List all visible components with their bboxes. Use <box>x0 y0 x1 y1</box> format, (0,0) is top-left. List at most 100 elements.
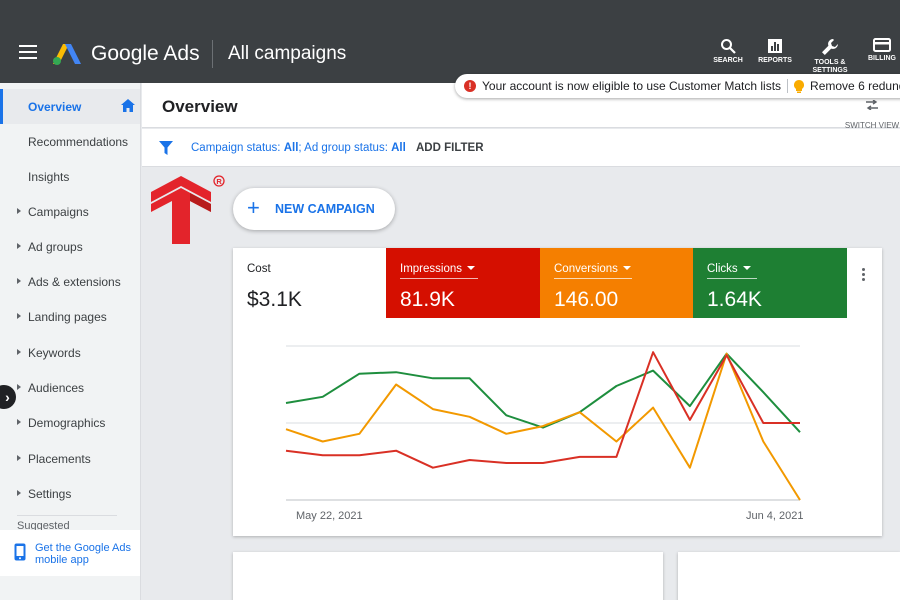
wrench-icon <box>822 39 838 55</box>
metric-cost[interactable]: Cost $3.1K <box>233 248 387 318</box>
expand-arrow-icon <box>17 208 21 214</box>
sidebar-item-label: Recommendations <box>28 134 129 149</box>
sidebar-item-label: Placements <box>28 451 91 466</box>
expand-arrow-icon <box>17 313 21 319</box>
switch-view-label: SWITCH VIEW <box>844 121 900 130</box>
svg-text:R: R <box>216 177 222 186</box>
sidebar-item-label: Landing pages <box>28 309 107 324</box>
google-ads-logo <box>53 44 81 65</box>
campaign-status-value: All <box>283 142 299 154</box>
notification-message: Your account is now eligible to use Cust… <box>482 79 782 93</box>
reports-button[interactable]: REPORTS <box>755 38 795 65</box>
sidebar-item-label: Settings <box>28 486 72 501</box>
sidebar-item-label: Keywords <box>28 345 81 360</box>
sidebar-item-audiences[interactable]: Audiences <box>0 370 140 405</box>
suggested-heading: Suggested <box>17 520 70 532</box>
x-axis-end-label: Jun 4, 2021 <box>746 510 804 522</box>
line-chart <box>285 345 801 501</box>
sidebar-item-insights[interactable]: Insights <box>0 159 140 194</box>
sidebar-item-keywords[interactable]: Keywords <box>0 335 140 370</box>
dropdown-caret-icon <box>742 266 751 270</box>
sidebar-item-label: Audiences <box>28 380 85 395</box>
metric-value: 81.9K <box>400 288 455 311</box>
lightbulb-icon <box>794 79 805 93</box>
app-promo-text: Get the Google Ads mobile app <box>35 542 132 566</box>
metric-value: 1.64K <box>707 288 762 311</box>
series-line-impressions <box>285 351 800 469</box>
home-icon <box>121 99 135 112</box>
sidebar-nav: Overview Recommendations Insights Campai… <box>0 83 141 600</box>
reports-icon <box>768 39 782 53</box>
sidebar-item-settings[interactable]: Settings <box>0 476 140 511</box>
filter-icon[interactable] <box>159 141 173 155</box>
metric-name: Conversions <box>554 263 631 275</box>
page-heading: All campaigns <box>228 43 347 64</box>
notification-secondary: Remove 6 redundant <box>810 79 900 93</box>
chevron-right-icon: › <box>5 389 10 405</box>
series-line-conversions <box>285 352 801 501</box>
sidebar-item-ads-extensions[interactable]: Ads & extensions <box>0 264 140 299</box>
series-line-clicks <box>285 352 801 433</box>
expand-arrow-icon <box>17 278 21 284</box>
expand-arrow-icon <box>17 419 21 425</box>
active-filters[interactable]: Campaign status: All; Ad group status: A… <box>191 142 406 154</box>
expand-arrow-icon <box>17 349 21 355</box>
menu-icon[interactable] <box>19 45 37 59</box>
search-label: SEARCH <box>713 57 743 64</box>
mobile-app-promo-link[interactable]: Get the Google Ads mobile app <box>0 530 140 576</box>
sidebar-item-ad-groups[interactable]: Ad groups <box>0 229 140 264</box>
divider <box>17 515 117 516</box>
reports-label: REPORTS <box>758 57 792 64</box>
collapse-sidebar-button[interactable]: › <box>0 385 16 409</box>
sidebar-item-recommendations[interactable]: Recommendations <box>0 124 140 159</box>
new-campaign-label: NEW CAMPAIGN <box>275 202 375 216</box>
search-icon <box>721 39 736 54</box>
tools-settings-label: TOOLS & SETTINGS <box>812 59 848 74</box>
tools-settings-button[interactable]: TOOLS & SETTINGS <box>810 38 850 75</box>
expand-arrow-icon <box>17 455 21 461</box>
sidebar-item-label: Campaigns <box>28 204 89 219</box>
plus-icon: + <box>247 195 260 220</box>
ad-group-status-value: All <box>391 142 406 154</box>
metric-underline <box>554 278 632 279</box>
metric-name: Impressions <box>400 263 475 275</box>
sidebar-item-demographics[interactable]: Demographics <box>0 405 140 440</box>
add-filter-button[interactable]: ADD FILTER <box>416 142 484 154</box>
metric-impressions[interactable]: Impressions 81.9K <box>386 248 540 318</box>
sidebar-item-campaigns[interactable]: Campaigns <box>0 194 140 229</box>
expand-arrow-icon <box>17 243 21 249</box>
campaign-status-label: Campaign status: <box>191 142 284 154</box>
more-options-icon[interactable] <box>853 266 873 286</box>
notification-banner[interactable]: ! Your account is now eligible to use Cu… <box>455 74 900 98</box>
sidebar-item-label: Insights <box>28 169 70 184</box>
metric-clicks[interactable]: Clicks 1.64K <box>693 248 847 318</box>
x-axis-start-label: May 22, 2021 <box>296 510 363 522</box>
sidebar-item-label: Demographics <box>28 415 106 430</box>
switch-view-button[interactable]: SWITCH VIEW <box>842 97 900 130</box>
metric-value: 146.00 <box>554 288 619 311</box>
top-app-bar: Google Ads All campaigns SEARCH REPORTS … <box>0 0 900 83</box>
sidebar-item-placements[interactable]: Placements <box>0 441 140 476</box>
divider <box>787 79 789 93</box>
switch-view-icon <box>866 99 878 111</box>
phone-icon <box>14 543 26 561</box>
expand-arrow-icon <box>17 384 21 390</box>
dropdown-caret-icon <box>467 266 475 270</box>
metric-underline <box>707 278 757 279</box>
metric-conversions[interactable]: Conversions 146.00 <box>540 248 694 318</box>
metric-name-text: Impressions <box>400 263 462 275</box>
expand-arrow-icon <box>17 490 21 496</box>
sidebar-item-landing-pages[interactable]: Landing pages <box>0 299 140 334</box>
metric-value: $3.1K <box>247 288 302 311</box>
sidebar-item-label: Overview <box>28 99 82 114</box>
search-button[interactable]: SEARCH <box>708 38 748 65</box>
new-campaign-button[interactable]: + NEW CAMPAIGN <box>233 188 395 230</box>
billing-label: BILLING <box>868 55 896 62</box>
product-name: Google Ads <box>91 42 200 65</box>
billing-button[interactable]: BILLING <box>862 38 900 63</box>
summary-card <box>678 552 900 600</box>
performance-chart-card: Cost $3.1K Impressions 81.9K Conversions… <box>233 248 882 536</box>
dropdown-caret-icon <box>622 266 631 270</box>
summary-card <box>233 552 663 600</box>
sidebar-item-overview[interactable]: Overview <box>0 89 140 124</box>
